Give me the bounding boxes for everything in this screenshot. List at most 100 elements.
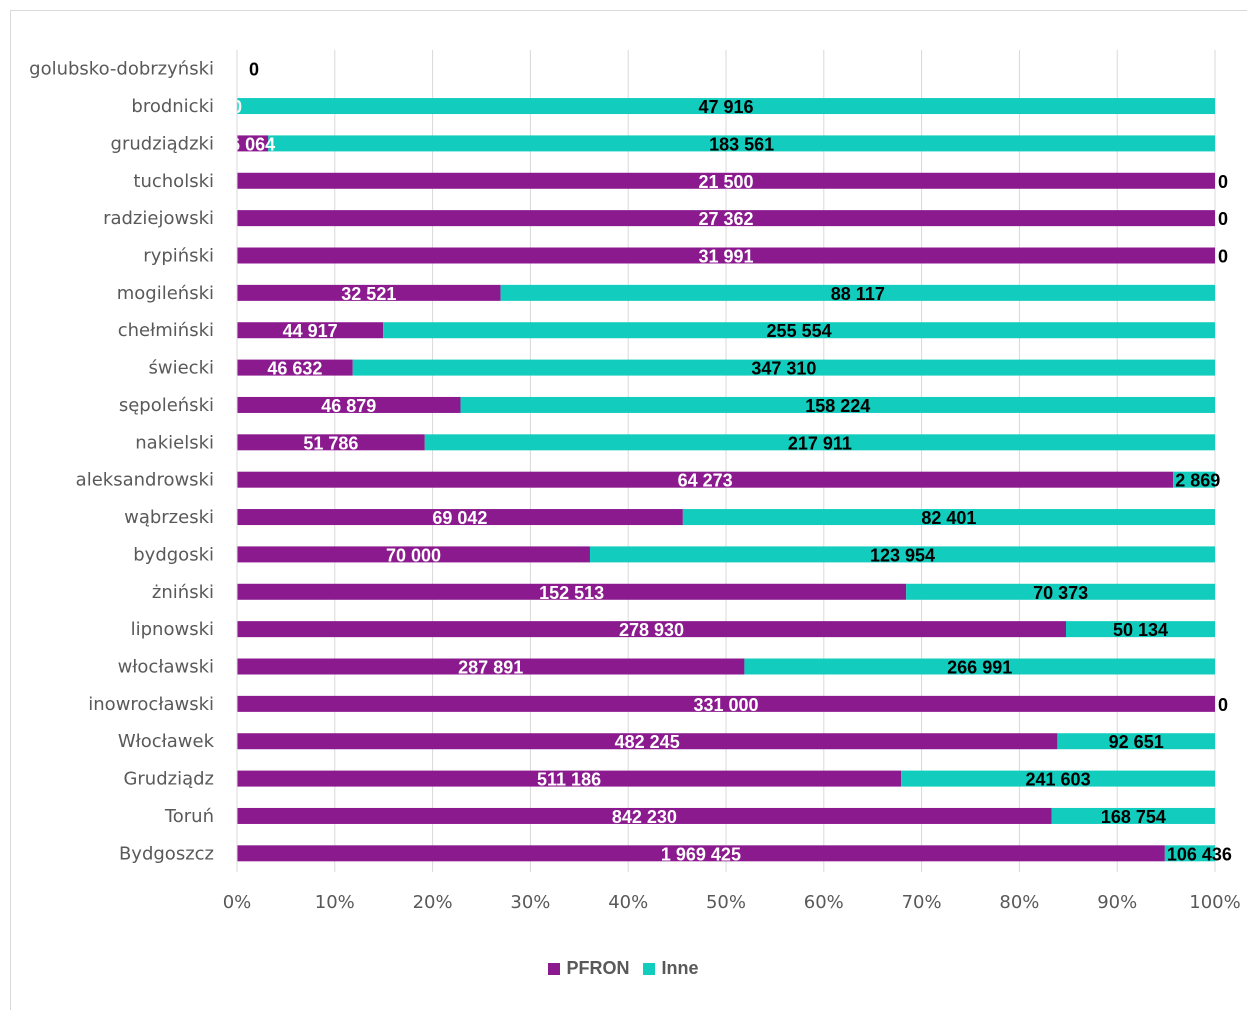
bar-inne [744, 658, 1215, 675]
data-label-pfron: 32 521 [341, 284, 396, 304]
bar-inne [901, 770, 1215, 787]
legend-item-inne: Inne [643, 958, 699, 979]
data-label-inne: 0 [1218, 695, 1228, 715]
legend-label-pfron: PFRON [566, 958, 630, 978]
x-tick-label: 100% [1189, 892, 1240, 913]
x-tick-label: 10% [315, 892, 355, 913]
legend-label-inne: Inne [661, 958, 699, 978]
data-label-inne: 266 991 [947, 658, 1012, 678]
data-label-inne: 217 911 [788, 433, 852, 453]
bar-inne [1057, 733, 1215, 750]
data-label-pfron: 482 245 [615, 732, 680, 752]
x-tick-label: 40% [608, 892, 648, 913]
data-label-inne: 0 [1218, 209, 1228, 229]
x-tick-label: 50% [706, 892, 746, 913]
bar-pfron [237, 247, 1215, 264]
data-label-pfron: 152 513 [539, 583, 604, 603]
category-label: grudziądzki [111, 133, 214, 154]
x-tick-label: 90% [1097, 892, 1137, 913]
category-label: sępoleński [119, 395, 214, 416]
data-label-pfron: 64 273 [678, 471, 733, 491]
stacked-bar-chart: 0% 10% 20% 30% 40% 50% 60% 70% 80% 90% 100% golubsk… [29, 50, 1241, 913]
category-label: inowrocławski [88, 694, 214, 715]
data-label-inne: 50 134 [1113, 620, 1168, 640]
bar-inne [1173, 471, 1215, 488]
data-label-inne: 123 954 [870, 545, 935, 565]
bar-inne [424, 434, 1215, 451]
bar-inne [1164, 845, 1215, 862]
data-label-pfron: 331 000 [693, 695, 758, 715]
bar-inne [682, 509, 1215, 526]
bar-pfron [237, 770, 902, 787]
legend-swatch-pfron [548, 962, 561, 975]
bar-inne [352, 359, 1215, 376]
data-label-pfron: 46 632 [267, 359, 322, 379]
bar-inne [906, 583, 1215, 600]
bar-inne [500, 284, 1216, 301]
data-label-inne: 92 651 [1109, 732, 1164, 752]
bar-pfron [237, 322, 384, 339]
data-label-inne: 183 561 [709, 134, 774, 154]
data-label-pfron: 31 991 [698, 247, 753, 267]
data-label-inne: 347 310 [751, 359, 816, 379]
bar-pfron [237, 135, 269, 152]
category-label: golubsko-dobrzyński [29, 59, 214, 80]
data-label-inne: 82 401 [921, 508, 976, 528]
data-label-inne: 241 603 [1026, 770, 1091, 790]
category-label: rypiński [143, 246, 214, 267]
category-label: świecki [149, 358, 215, 379]
data-label-inne: 0 [249, 60, 259, 80]
data-label-pfron: 46 879 [321, 396, 376, 416]
data-label-pfron: 842 230 [612, 807, 677, 827]
bar-pfron [237, 695, 1215, 712]
category-label: żniński [152, 582, 214, 603]
bar-pfron [237, 509, 683, 526]
category-label: aleksandrowski [76, 470, 214, 491]
bar-pfron [237, 434, 425, 451]
data-label-pfron: 1 969 425 [661, 844, 741, 864]
data-label-pfron: 51 786 [303, 433, 358, 453]
bar-pfron [237, 210, 1215, 227]
data-label-pfron: 6 064 [230, 134, 275, 154]
bar-pfron [237, 172, 1215, 189]
x-tick-label: 30% [510, 892, 550, 913]
category-label: wąbrzeski [124, 507, 214, 528]
category-label: Włocławek [118, 731, 215, 752]
data-label-pfron: 511 186 [537, 770, 601, 790]
data-label-pfron: 69 042 [432, 508, 487, 528]
data-label-pfron: 27 362 [698, 209, 753, 229]
data-label-inne: 168 754 [1101, 807, 1166, 827]
x-tick-label: 60% [804, 892, 844, 913]
category-label: mogileński [117, 283, 214, 304]
bar-pfron [237, 807, 1052, 824]
bar-pfron [237, 359, 353, 376]
category-label: bydgoski [133, 544, 214, 565]
data-label-inne: 158 224 [805, 396, 870, 416]
data-label-pfron: 21 500 [698, 172, 753, 192]
bar-pfron [237, 396, 461, 413]
data-label-pfron: 278 930 [619, 620, 684, 640]
category-label: chełmiński [118, 320, 214, 341]
bar-pfron [237, 471, 1174, 488]
bar-pfron [237, 621, 1066, 638]
data-label-inne: 0 [1218, 247, 1228, 267]
data-label-inne: 106 436 [1167, 844, 1232, 864]
bar-pfron [237, 583, 907, 600]
bar-inne [1065, 621, 1215, 638]
category-label: Bydgoszcz [119, 843, 214, 864]
data-label-pfron: 287 891 [458, 658, 523, 678]
bar-inne [268, 135, 1215, 152]
bar-pfron [237, 546, 590, 563]
bar-inne [460, 396, 1216, 413]
data-label-inne: 88 117 [831, 284, 885, 304]
x-tick-label: 80% [999, 892, 1039, 913]
data-label-inne: 255 554 [767, 321, 832, 341]
category-label: brodnicki [131, 96, 214, 117]
category-label: nakielski [135, 432, 214, 453]
bar-inne [589, 546, 1215, 563]
data-label-inne: 0 [1218, 172, 1228, 192]
bar-pfron [237, 284, 501, 301]
data-label-inne: 70 373 [1033, 583, 1088, 603]
data-label-inne: 47 916 [698, 97, 753, 117]
x-tick-label: 20% [413, 892, 453, 913]
